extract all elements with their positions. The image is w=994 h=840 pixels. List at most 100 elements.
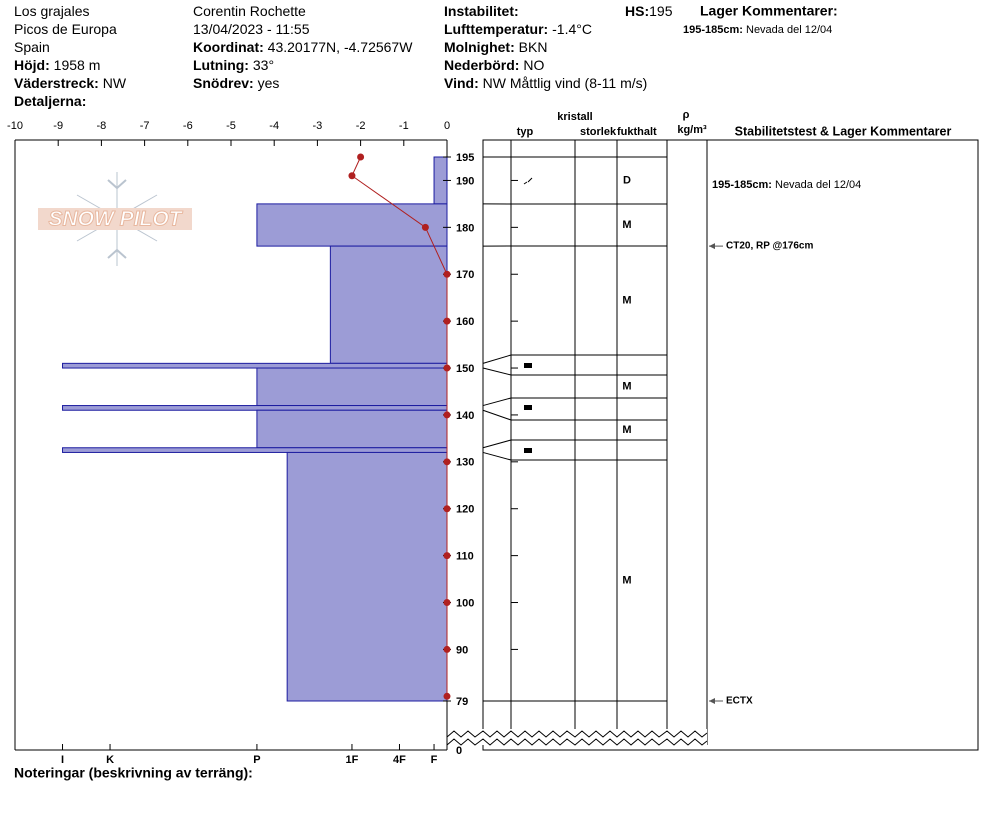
field-label: Lufttemperatur: [444, 21, 548, 37]
moisture-label: D [623, 174, 631, 186]
moisture-label: M [622, 574, 631, 586]
field-value: -1.4°C [552, 21, 592, 37]
header-field: Instabilitet: [444, 3, 519, 19]
x-tick-label: -3 [313, 120, 323, 132]
y-tick-label: 160 [456, 316, 474, 328]
field-value: Spain [14, 39, 50, 55]
moisture-label: M [622, 424, 631, 436]
field-label: Nederbörd: [444, 57, 519, 73]
col-header: fukthalt [617, 126, 657, 138]
x-tick-label: -6 [183, 120, 193, 132]
field-value: yes [258, 75, 280, 91]
stability-arrowhead [709, 243, 715, 250]
comment-text: Nevada del 12/04 [746, 24, 832, 36]
stability-arrowhead [709, 698, 715, 704]
field-value: NO [523, 57, 544, 73]
header-field: Höjd: 1958 m [14, 57, 100, 73]
header-field: Väderstreck: NW [14, 75, 127, 91]
x-tick-label: 0 [444, 120, 450, 132]
y-tick-label: 110 [456, 551, 474, 563]
hardness-tick-label: K [106, 754, 114, 766]
hardness-bar [256, 367, 448, 407]
y-tick-label: 130 [456, 457, 474, 469]
header-field: Lutning: 33° [193, 57, 274, 73]
hardness-bar [256, 203, 448, 247]
hardness-tick-label: 4F [393, 754, 406, 766]
field-label: Väderstreck: [14, 75, 99, 91]
moisture-label: M [622, 380, 631, 392]
x-tick-label: -10 [7, 120, 23, 132]
axis-break [446, 730, 708, 738]
hardness-bar [62, 447, 448, 453]
hardness-tick-label: 1F [346, 754, 359, 766]
field-value: NW Måttlig vind (8-11 m/s) [483, 75, 648, 91]
field-label: Snödrev: [193, 75, 254, 91]
header-field: Snödrev: yes [193, 75, 279, 91]
watermark-band [38, 208, 192, 230]
stability-label: ECTX [726, 696, 753, 707]
watermark-text: SNOW PILOT [49, 208, 184, 231]
header-field: Molnighet: BKN [444, 39, 547, 55]
y-tick-label: 195 [456, 152, 474, 164]
field-value: 43.20177N, -4.72567W [268, 39, 414, 55]
notes-label: Noteringar (beskrivning av terräng): [14, 765, 253, 781]
y-tick-label: 190 [456, 175, 474, 187]
layer-connector [482, 367, 512, 376]
temperature-point [443, 645, 451, 653]
field-value: Corentin Rochette [193, 3, 306, 19]
layer-connector [482, 409, 512, 421]
layer-connector [482, 451, 512, 461]
layer-connector [482, 397, 512, 407]
field-value: Picos de Europa [14, 21, 117, 37]
header-field: Spain [14, 39, 50, 55]
header-field: Picos de Europa [14, 21, 117, 37]
col-header: kristall [557, 111, 592, 123]
field-label: Lutning: [193, 57, 249, 73]
comment-label: 195-185cm: [683, 24, 743, 36]
field-label: Vind: [444, 75, 479, 91]
y-tick-label: 140 [456, 410, 474, 422]
x-tick-label: -5 [226, 120, 236, 132]
temperature-point [443, 364, 451, 372]
hs-label: HS: [625, 3, 649, 19]
hardness-tick-label: I [61, 754, 64, 766]
hs: HS:195 [625, 3, 673, 19]
y-tick-label: 120 [456, 504, 474, 516]
col-header: typ [517, 126, 534, 138]
x-tick-label: -4 [269, 120, 279, 132]
comment-label: 195-185cm: [712, 179, 772, 191]
y-tick-label: 79 [456, 696, 468, 708]
header-field: Los grajales [14, 3, 90, 19]
axis-break [446, 738, 708, 746]
hardness-bar [329, 245, 448, 364]
grain-symbol [524, 363, 532, 368]
y-tick-label: 100 [456, 597, 474, 609]
comment-text: Nevada del 12/04 [775, 179, 861, 191]
grain-symbol [523, 177, 533, 185]
col-header: storlek [580, 126, 617, 138]
hardness-bar [62, 362, 448, 369]
grain-symbol [524, 405, 532, 410]
header-field: Corentin Rochette [193, 3, 306, 19]
temperature-point [443, 270, 451, 278]
hs-value: 195 [649, 3, 673, 19]
header-field: 13/04/2023 - 11:55 [193, 21, 310, 37]
field-value: BKN [519, 39, 548, 55]
hardness-bar [62, 405, 448, 411]
stability-label: CT20, RP @176cm [726, 241, 813, 252]
header-field: Lufttemperatur: -1.4°C [444, 21, 592, 37]
col-header: kg/m³ [677, 124, 707, 136]
field-value: NW [103, 75, 127, 91]
grain-symbol [524, 448, 532, 453]
field-value: 1958 m [54, 57, 101, 73]
moisture-label: M [622, 219, 631, 231]
temperature-point [443, 458, 451, 466]
temperature-point [443, 599, 451, 607]
header-field: Nederbörd: NO [444, 57, 544, 73]
hardness-bar [286, 451, 448, 702]
temperature-point [357, 153, 365, 161]
temperature-point [443, 505, 451, 513]
field-label: Detaljerna: [14, 93, 86, 109]
